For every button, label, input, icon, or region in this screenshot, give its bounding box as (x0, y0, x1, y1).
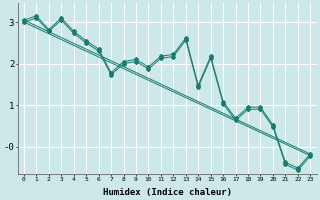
X-axis label: Humidex (Indice chaleur): Humidex (Indice chaleur) (103, 188, 232, 197)
